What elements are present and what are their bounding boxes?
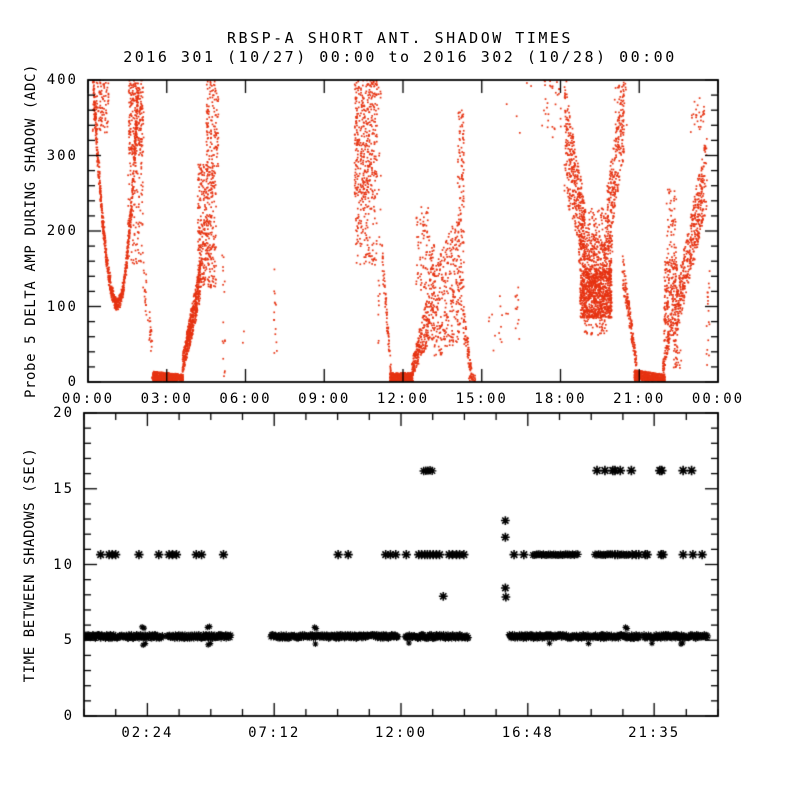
x-tick-label: 21:35	[628, 725, 681, 741]
x-tick-label: 12:00	[374, 725, 428, 741]
y-tick-label: 0	[67, 374, 78, 390]
x-tick-label: 07:12	[248, 725, 301, 741]
y-tick-label: 200	[46, 223, 78, 239]
x-tick-label: 12:00	[376, 391, 430, 407]
y-tick-label: 5	[63, 632, 74, 649]
x-tick-label: 16:48	[501, 725, 554, 741]
x-tick-label: 03:00	[140, 391, 193, 407]
y-tick-label: 400	[46, 72, 78, 88]
y-tick-label: 20	[53, 405, 74, 421]
y-tick-label: 0	[63, 708, 74, 724]
x-tick-label: 02:24	[121, 725, 174, 741]
y-tick-label: 100	[46, 298, 78, 315]
x-tick-label: 09:00	[298, 391, 351, 407]
chart-subtitle: 2016 301 (10/27) 00:00 to 2016 302 (10/2…	[123, 48, 677, 66]
x-tick-label: 00:00	[691, 391, 745, 407]
y-tick-label: 15	[53, 480, 74, 497]
y-tick-label: 10	[53, 556, 74, 573]
y-tick-label: 300	[46, 147, 78, 164]
x-tick-label: 18:00	[534, 391, 587, 407]
chart-title: RBSP-A SHORT ANT. SHADOW TIMES	[227, 29, 573, 47]
x-tick-label: 15:00	[455, 391, 508, 407]
x-tick-label: 06:00	[219, 391, 272, 407]
x-tick-label: 00:00	[61, 391, 115, 407]
x-tick-label: 21:00	[613, 391, 666, 407]
